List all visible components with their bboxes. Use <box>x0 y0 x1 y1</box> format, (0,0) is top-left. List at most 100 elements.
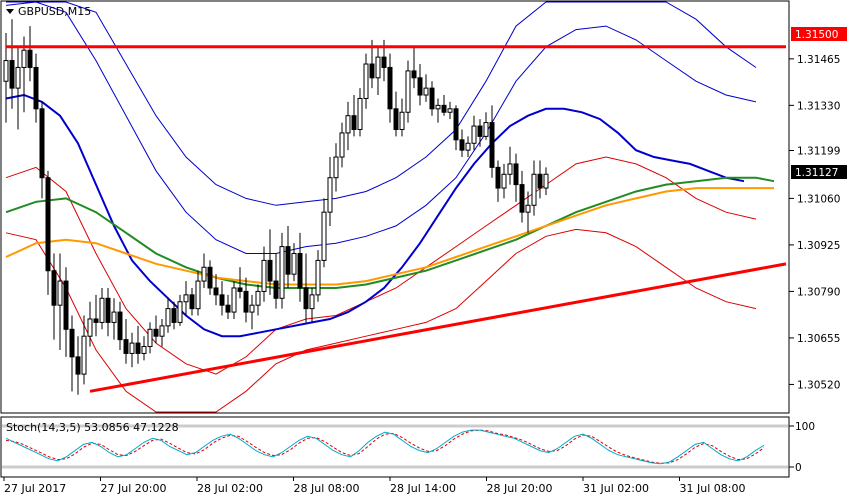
candle-body <box>327 177 333 213</box>
candle-body <box>225 304 231 313</box>
candle-31 <box>189 287 195 316</box>
candle-body <box>21 49 27 68</box>
candle-38 <box>231 281 237 319</box>
stoch-tick-100: 100 <box>795 421 815 433</box>
candle-body <box>9 60 15 89</box>
symbol-title[interactable]: GBPUSD,M15 <box>6 5 91 18</box>
candle-body <box>129 342 135 354</box>
candle-81 <box>489 105 495 178</box>
candle-body <box>345 115 351 134</box>
svg-text:1.31500: 1.31500 <box>795 29 838 41</box>
candle-body <box>81 335 87 375</box>
price-tick-label-7: 1.30520 <box>797 379 840 391</box>
candle-body <box>231 287 237 313</box>
candle-2 <box>15 46 21 130</box>
candle-15 <box>93 294 99 337</box>
stoch-tick-0: 0 <box>795 462 802 474</box>
candle-body <box>441 104 447 113</box>
candle-body <box>75 356 81 375</box>
candle-21 <box>129 332 135 368</box>
candle-body <box>363 63 369 99</box>
candle-body <box>189 294 195 310</box>
candle-body <box>213 287 219 296</box>
candle-body <box>105 297 111 323</box>
stoch-main-line <box>5 429 765 465</box>
time-axis: 27 Jul 2017 27 Jul 20:00 28 Jul 02:00 28 Ju… <box>3 477 746 495</box>
candle-90 <box>543 167 549 195</box>
window-title: GBPUSD,M15 <box>18 5 91 18</box>
price-axis: 1.31465 1.31330 1.31199 1.31060 1.30925 1.307… <box>789 54 840 391</box>
candle-8 <box>51 253 57 340</box>
candle-80 <box>483 112 489 140</box>
candle-body <box>519 184 525 213</box>
main-plot-frame <box>0 0 790 414</box>
candle-26 <box>159 318 165 347</box>
candle-54 <box>327 157 333 226</box>
candle-44 <box>267 229 273 295</box>
bollinger-bands <box>5 1 757 413</box>
candle-5 <box>33 53 39 123</box>
candle-20 <box>123 318 129 364</box>
candle-64 <box>387 53 393 123</box>
candle-60 <box>363 53 369 109</box>
series-line-4 <box>5 1 757 254</box>
candle-body <box>39 108 45 179</box>
time-tick-label-5: 28 Jul 20:00 <box>487 482 553 495</box>
candle-50 <box>303 253 309 323</box>
stoch-signal-line <box>5 429 765 464</box>
candle-body <box>411 70 417 79</box>
price-tick-label-4: 1.30925 <box>797 240 840 252</box>
candle-28 <box>171 301 177 330</box>
candle-body <box>453 108 459 141</box>
candle-48 <box>291 243 297 282</box>
candle-56 <box>339 122 345 168</box>
candle-body <box>351 115 357 130</box>
candle-body <box>435 104 441 110</box>
candle-body <box>45 177 51 272</box>
candle-body <box>111 311 117 323</box>
candle-66 <box>399 98 405 137</box>
candle-12 <box>75 336 81 395</box>
candle-53 <box>321 198 327 268</box>
candle-body <box>255 290 261 306</box>
candle-36 <box>219 281 225 316</box>
candle-19 <box>117 301 123 350</box>
candle-body <box>303 287 309 310</box>
candle-body <box>51 270 57 306</box>
price-tick-label-5: 1.30790 <box>797 286 840 298</box>
time-tick-label-7: 31 Jul 08:00 <box>680 482 746 495</box>
candle-6 <box>39 101 45 199</box>
current-price-label: 1.31127 <box>791 165 847 179</box>
candle-18 <box>111 298 117 340</box>
candle-86 <box>519 170 525 223</box>
candle-body <box>405 70 411 113</box>
candle-body <box>285 246 291 275</box>
resistance-price-label: 1.31500 <box>791 27 847 41</box>
candle-body <box>483 122 489 137</box>
candle-72 <box>435 98 441 123</box>
candle-body <box>93 318 99 323</box>
candle-68 <box>411 46 417 89</box>
svg-text:1.31127: 1.31127 <box>795 167 838 179</box>
trendlines <box>6 45 787 393</box>
candle-57 <box>345 101 351 151</box>
moving-averages <box>5 93 775 338</box>
candle-49 <box>297 232 303 302</box>
candle-body <box>471 125 477 144</box>
candle-body <box>237 287 243 292</box>
candle-body <box>417 77 423 96</box>
candle-body <box>153 328 159 337</box>
candle-body <box>165 308 171 327</box>
candle-34 <box>207 260 213 295</box>
candle-70 <box>423 74 429 102</box>
candle-51 <box>309 287 315 323</box>
candle-89 <box>537 160 543 199</box>
candle-body <box>141 346 147 354</box>
candle-body <box>267 259 273 282</box>
candle-body <box>387 66 393 110</box>
candle-body <box>219 294 225 306</box>
candle-11 <box>69 315 75 392</box>
candle-35 <box>213 274 219 306</box>
candle-body <box>201 266 207 282</box>
candle-22 <box>135 325 141 364</box>
